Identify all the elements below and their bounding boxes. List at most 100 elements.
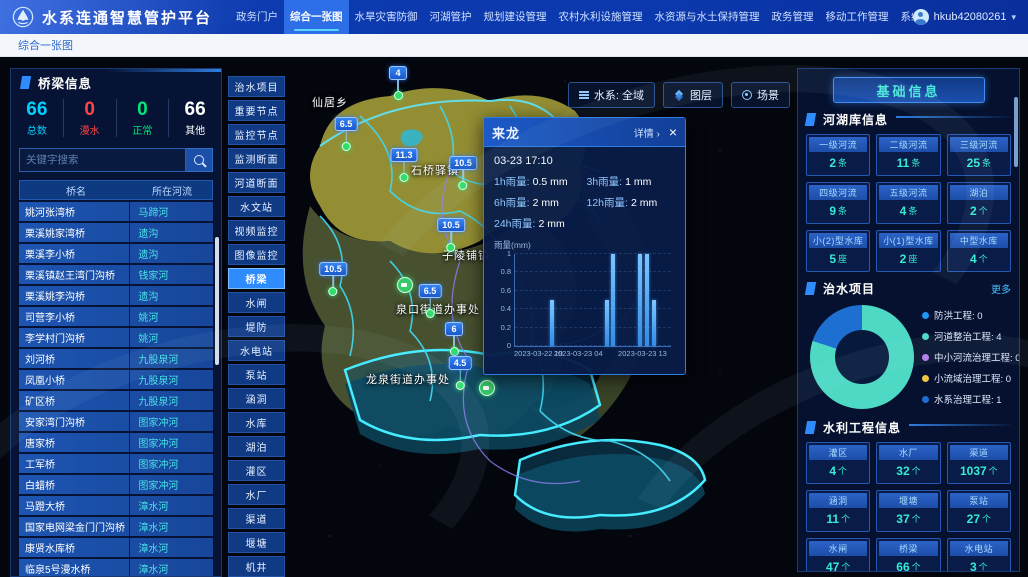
nav-item[interactable]: 河湖管护 xyxy=(429,11,472,23)
layer-menu-item[interactable]: 视频监控 xyxy=(228,220,285,241)
stat-cell[interactable]: 泵站 27 个 xyxy=(946,490,1011,532)
table-row[interactable]: 安家湾门沟桥 图家冲河 xyxy=(19,412,213,431)
stat-cell[interactable]: 中型水库 4 个 xyxy=(946,230,1011,272)
layer-menu-item[interactable]: 泵站 xyxy=(228,364,285,385)
map-marker[interactable]: 4.5 xyxy=(448,356,472,390)
stat-cell[interactable]: 水电站 3 个 xyxy=(946,538,1011,571)
stat-cell[interactable]: 水厂 32 个 xyxy=(876,442,941,484)
layer-menu-item[interactable]: 湖泊 xyxy=(228,436,285,457)
layer-menu-item[interactable]: 河道断面 xyxy=(228,172,285,193)
table-row[interactable]: 白蜡桥 图家冲河 xyxy=(19,475,213,494)
camera-station-icon[interactable] xyxy=(479,380,495,396)
layer-menu-item[interactable]: 水电站 xyxy=(228,340,285,361)
search-input[interactable] xyxy=(19,148,186,172)
layer-menu-item[interactable]: 图像监控 xyxy=(228,244,285,265)
nav-item[interactable]: 规划建设管理 xyxy=(483,11,547,23)
map-marker[interactable]: 4 xyxy=(389,66,407,100)
stat-cell[interactable]: 小(2)型水库 5 座 xyxy=(806,230,871,272)
layer-menu-item[interactable]: 重要节点 xyxy=(228,100,285,121)
stat-cell[interactable]: 二级河流 11 条 xyxy=(876,134,941,176)
table-row[interactable]: 司营李小桥 姚河 xyxy=(19,307,213,326)
table-row[interactable]: 临泉5号漫水桥 漳水河 xyxy=(19,559,213,576)
more-link[interactable]: 更多 xyxy=(991,285,1011,296)
nav-item[interactable]: 农村水利设施管理 xyxy=(558,11,643,23)
popup-close-button[interactable]: × xyxy=(668,124,677,140)
table-row[interactable]: 栗溪姚家湾桥 遗沟 xyxy=(19,223,213,242)
layer-menu-item[interactable]: 监控节点 xyxy=(228,124,285,145)
map-marker[interactable]: 10.5 xyxy=(437,218,465,252)
nav-item[interactable]: 政务管理 xyxy=(771,11,814,23)
table-row[interactable]: 唐家桥 图家冲河 xyxy=(19,433,213,452)
stat-cell[interactable]: 一级河流 2 条 xyxy=(806,134,871,176)
nav-item[interactable]: 水旱灾害防御 xyxy=(354,11,418,23)
stat-cell[interactable]: 桥梁 66 个 xyxy=(876,538,941,571)
layer-menu-item[interactable]: 水闸 xyxy=(228,292,285,313)
layer-menu-item[interactable]: 堰塘 xyxy=(228,532,285,553)
table-scrollbar[interactable] xyxy=(215,237,219,365)
scene-button[interactable]: 场景 xyxy=(731,82,790,108)
map-marker[interactable]: 10.5 xyxy=(319,262,347,296)
metric-value: 0.5 mm xyxy=(532,176,568,188)
popup-details-link[interactable]: 详情 › xyxy=(633,128,660,140)
table-row[interactable]: 栗溪姚李沟桥 遗沟 xyxy=(19,286,213,305)
layer-menu-item[interactable]: 机井 xyxy=(228,556,285,577)
nav-item[interactable]: 综合一张图 xyxy=(284,0,349,34)
table-row[interactable]: 李学村门沟桥 姚河 xyxy=(19,328,213,347)
cell-value: 37 个 xyxy=(896,511,921,526)
map-marker[interactable]: 6.5 xyxy=(334,117,358,151)
table-row[interactable]: 康贤水库桥 漳水河 xyxy=(19,538,213,557)
map-marker[interactable]: 10.5 xyxy=(449,156,477,190)
stat-cell[interactable]: 四级河流 9 条 xyxy=(806,182,871,224)
marker-pin xyxy=(393,91,403,100)
layer-menu-item[interactable]: 堤防 xyxy=(228,316,285,337)
table-row[interactable]: 栗溪李小桥 遗沟 xyxy=(19,244,213,263)
nav-item[interactable]: 移动工作管理 xyxy=(825,11,889,23)
legend-item: 河道整治工程: 4 xyxy=(922,329,1019,343)
map-marker[interactable]: 6 xyxy=(445,322,463,356)
breadcrumb[interactable]: 综合一张图 xyxy=(18,40,73,52)
stat-cell[interactable]: 水闸 47 个 xyxy=(806,538,871,571)
layer-menu-item[interactable]: 桥梁 xyxy=(228,268,285,289)
table-row[interactable]: 栗溪镇赵王湾门沟桥 钱家河 xyxy=(19,265,213,284)
legend-label: 中小河流治理工程: 0 xyxy=(934,353,1020,364)
nav-item[interactable]: 政务门户 xyxy=(236,11,279,23)
layer-menu-item[interactable]: 水库 xyxy=(228,412,285,433)
water-system-filter-button[interactable]: 水系: 全域 xyxy=(567,82,655,108)
layer-menu-item[interactable]: 渠道 xyxy=(228,508,285,529)
table-row[interactable]: 工军桥 图家冲河 xyxy=(19,454,213,473)
map-marker[interactable]: 6.5 xyxy=(418,284,442,318)
stat-cell[interactable]: 堰塘 37 个 xyxy=(876,490,941,532)
panel-scrollbar[interactable] xyxy=(1014,97,1018,167)
map-canvas[interactable]: 仙居乡 石桥驿镇 子陵铺镇 泉口街道办事处 龙泉街道办事处 4 6.5 11.3 10.5 10.… xyxy=(0,56,1028,577)
layer-menu-item[interactable]: 治水项目 xyxy=(228,76,285,97)
cell-unit: 个 xyxy=(978,254,988,264)
nav-item[interactable]: 水资源与水土保持管理 xyxy=(654,11,760,23)
table-row[interactable]: 凤凰小桥 九股泉河 xyxy=(19,370,213,389)
camera-station-icon[interactable] xyxy=(397,277,413,293)
nav-item[interactable]: 系统管理 xyxy=(900,11,913,23)
section-divider xyxy=(896,115,1011,118)
table-row[interactable]: 国家电网梁金门门沟桥 漳水河 xyxy=(19,517,213,536)
stat-cell[interactable]: 三级河流 25 条 xyxy=(946,134,1011,176)
search-button[interactable] xyxy=(186,148,213,172)
layer-menu-item[interactable]: 监测断面 xyxy=(228,148,285,169)
stat-cell[interactable]: 小(1)型水库 2 座 xyxy=(876,230,941,272)
layer-menu-item[interactable]: 水厂 xyxy=(228,484,285,505)
stat-cell[interactable]: 五级河流 4 条 xyxy=(876,182,941,224)
layer-menu-item[interactable]: 水文站 xyxy=(228,196,285,217)
stat-cell[interactable]: 涵洞 11 个 xyxy=(806,490,871,532)
layer-menu-item[interactable]: 涵洞 xyxy=(228,388,285,409)
stat-cell[interactable]: 渠道 1037 个 xyxy=(946,442,1011,484)
map-marker[interactable]: 11.3 xyxy=(390,148,418,182)
layers-button[interactable]: 图层 xyxy=(663,82,723,108)
stat-cell[interactable]: 灌区 4 个 xyxy=(806,442,871,484)
table-row[interactable]: 姚河张湾桥 马蹄河 xyxy=(19,202,213,221)
basic-info-button[interactable]: 基础信息 xyxy=(832,77,985,103)
table-row[interactable]: 矿区桥 九股泉河 xyxy=(19,391,213,410)
stat-cell[interactable]: 湖泊 2 个 xyxy=(946,182,1011,224)
table-row[interactable]: 刘河桥 九股泉河 xyxy=(19,349,213,368)
layer-menu-item[interactable]: 灌区 xyxy=(228,460,285,481)
table-row[interactable]: 马蹬大桥 漳水河 xyxy=(19,496,213,515)
section-title: 河湖库信息 xyxy=(823,113,889,127)
user-menu[interactable]: hkub42080261 ▾ xyxy=(912,9,1016,25)
